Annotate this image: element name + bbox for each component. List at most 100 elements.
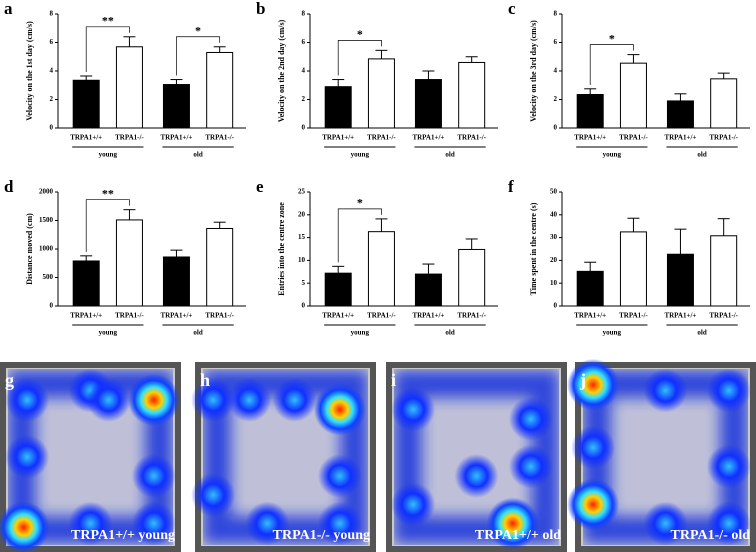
heat-spot <box>508 444 553 489</box>
group-label: old <box>445 151 454 159</box>
x-tick-label: TRPA1+/+ <box>322 134 354 142</box>
group-label: old <box>193 329 202 337</box>
heat-spot <box>191 378 236 422</box>
heatmap-label: TRPA1-/- old <box>671 528 751 543</box>
group-label: old <box>445 329 454 337</box>
x-tick-label: TRPA1+/+ <box>412 134 444 142</box>
group-label: young <box>603 151 622 159</box>
x-tick-label: TRPA1-/- <box>709 134 738 142</box>
bar <box>367 231 395 307</box>
heatmap-panel <box>0 362 181 552</box>
y-axis-label: Velocity on the 2nd day (cm/s) <box>277 19 286 122</box>
panel-letter: h <box>200 370 210 390</box>
panel-letter: j <box>579 370 586 390</box>
heat-spot <box>272 378 317 422</box>
bar <box>162 84 190 129</box>
x-tick-label: TRPA1-/- <box>619 312 648 320</box>
x-tick-label: TRPA1+/+ <box>664 312 696 320</box>
y-tick-label: 0 <box>302 124 306 132</box>
heat-spot <box>127 374 180 426</box>
x-tick-label: TRPA1+/+ <box>160 134 192 142</box>
bar <box>115 46 143 129</box>
y-tick-label: 15 <box>298 233 306 241</box>
panel-letter: g <box>5 370 14 390</box>
bar <box>324 86 352 129</box>
panel-letter: i <box>391 370 396 390</box>
y-tick-label: 30 <box>550 233 558 241</box>
significance-label: ** <box>102 186 114 200</box>
x-tick-label: TRPA1+/+ <box>160 312 192 320</box>
y-tick-label: 40 <box>550 210 558 218</box>
arena-centre <box>35 397 146 517</box>
significance-bracket <box>85 199 130 252</box>
heat-spot <box>131 454 176 498</box>
panel-letter: f <box>508 177 514 196</box>
y-tick-label: 10 <box>550 279 558 287</box>
y-axis-label: Distance moved (cm) <box>25 213 34 285</box>
y-tick-label: 25 <box>298 188 306 196</box>
heat-spot <box>131 501 176 546</box>
y-axis-label: Entries into the centre zone <box>277 202 286 296</box>
heat-spot <box>227 378 272 422</box>
bar <box>206 51 234 129</box>
x-tick-label: TRPA1-/- <box>205 312 234 320</box>
y-tick-label: 6 <box>554 38 558 46</box>
bar <box>72 260 100 307</box>
y-tick-label: 8 <box>554 10 558 18</box>
heat-spot <box>454 454 499 498</box>
significance-bracket <box>85 26 130 72</box>
y-tick-label: 4 <box>50 67 54 75</box>
y-tick-label: 10 <box>298 256 306 264</box>
x-tick-label: TRPA1-/- <box>367 312 396 320</box>
bar <box>710 78 738 129</box>
heat-spot <box>567 478 620 531</box>
y-tick-label: 5 <box>302 279 306 287</box>
significance-label: * <box>609 31 615 45</box>
significance-bracket <box>176 36 221 76</box>
group-label: young <box>99 151 118 159</box>
heatmap-panel <box>191 362 376 552</box>
significance-bracket <box>337 208 382 263</box>
y-tick-label: 8 <box>302 10 306 18</box>
x-tick-label: TRPA1+/+ <box>70 134 102 142</box>
y-axis-label: Velocity on the 3rd day (cm/s) <box>529 20 538 122</box>
y-axis-label: Time spent in the centre (s) <box>529 202 538 295</box>
bar <box>206 227 234 307</box>
y-tick-label: 0 <box>50 302 54 310</box>
y-tick-label: 1000 <box>39 245 54 253</box>
heat-spot <box>391 387 436 432</box>
bar <box>458 248 486 307</box>
significance-label: * <box>357 27 363 41</box>
x-tick-label: TRPA1-/- <box>709 312 738 320</box>
heat-spot <box>86 378 131 422</box>
bar <box>72 79 100 129</box>
heatmap-label: TRPA1+/+ young <box>71 528 175 543</box>
heat-spot <box>317 501 362 546</box>
heatmap-panel <box>386 362 567 552</box>
y-tick-label: 2 <box>302 95 306 103</box>
x-tick-label: TRPA1-/- <box>115 134 144 142</box>
heat-spot <box>245 501 290 546</box>
y-tick-label: 0 <box>50 124 54 132</box>
group-label: young <box>603 329 622 337</box>
bar <box>458 61 486 129</box>
y-tick-label: 0 <box>554 302 558 310</box>
y-tick-label: 2000 <box>39 188 54 196</box>
heat-spot <box>313 383 366 436</box>
panel-letter: d <box>4 177 14 196</box>
heat-spot <box>5 435 50 479</box>
panel-letter: c <box>508 0 516 18</box>
y-tick-label: 4 <box>302 67 306 75</box>
x-tick-label: TRPA1+/+ <box>70 312 102 320</box>
bar <box>710 235 738 307</box>
significance-bracket <box>589 44 634 85</box>
bar <box>666 253 694 307</box>
arena-centre <box>610 397 721 517</box>
significance-bracket <box>337 39 382 76</box>
y-tick-label: 0 <box>302 302 306 310</box>
y-tick-label: 0 <box>554 124 558 132</box>
y-tick-label: 8 <box>50 10 54 18</box>
bar <box>162 256 190 307</box>
x-tick-label: TRPA1+/+ <box>412 312 444 320</box>
heat-spot <box>508 397 553 441</box>
